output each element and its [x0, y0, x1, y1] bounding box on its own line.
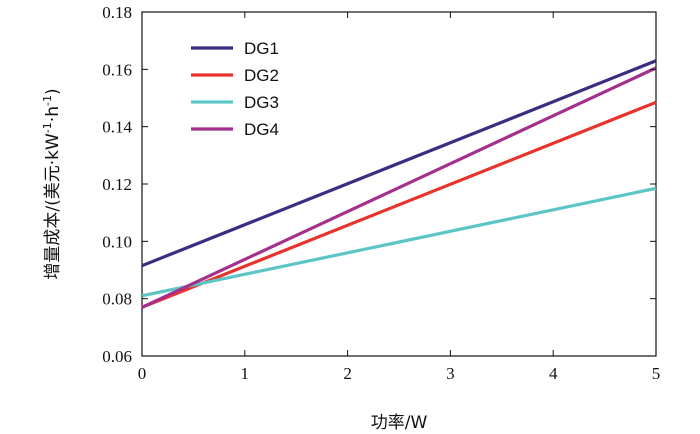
x-tick-label: 4 — [549, 364, 558, 383]
x-tick-label: 5 — [652, 364, 661, 383]
y-tick-label: 0.10 — [102, 232, 132, 251]
legend: DG1 DG2 DG3 DG4 — [191, 39, 279, 139]
y-tick-label: 0.06 — [102, 347, 132, 366]
x-tick-label: 0 — [138, 364, 147, 383]
x-tick-label: 2 — [343, 364, 352, 383]
y-axis-title-end: ) — [43, 88, 63, 95]
y-tick-label: 0.16 — [102, 60, 132, 79]
y-tick-label: 0.12 — [102, 175, 132, 194]
y-axis-title-sup1: -1 — [41, 122, 54, 133]
series-line-dg1 — [141, 59, 657, 268]
y-axis-title: 增量成本/(美元·kW-1·h-1) — [41, 88, 63, 279]
plot-frame — [141, 11, 657, 357]
y-axis-title-main: 增量成本/(美元·kW — [43, 133, 63, 280]
plot-border — [141, 11, 657, 357]
x-tick-label: 1 — [241, 364, 250, 383]
legend-label-dg1: DG1 — [244, 39, 279, 58]
legend-label-dg4: DG4 — [244, 120, 279, 139]
ticks-layer: 0 1 2 3 4 5 0.06 0.08 0.10 0.12 0.14 0.16 0.18 — [102, 3, 660, 383]
series-line-dg4 — [141, 66, 657, 309]
series-line-dg2 — [141, 100, 657, 309]
y-axis-title-sup2: -1 — [41, 95, 54, 106]
y-tick-label: 0.18 — [102, 3, 132, 22]
y-axis-title-mid: ·h — [43, 106, 63, 122]
x-axis-title: 功率/W — [371, 413, 428, 433]
y-tick-label: 0.14 — [102, 118, 132, 137]
y-tick-label: 0.08 — [102, 290, 132, 309]
legend-label-dg2: DG2 — [244, 66, 279, 85]
legend-label-dg3: DG3 — [244, 93, 279, 112]
series-layer — [141, 59, 657, 309]
series-line-dg3 — [141, 186, 657, 298]
x-tick-label: 3 — [446, 364, 455, 383]
